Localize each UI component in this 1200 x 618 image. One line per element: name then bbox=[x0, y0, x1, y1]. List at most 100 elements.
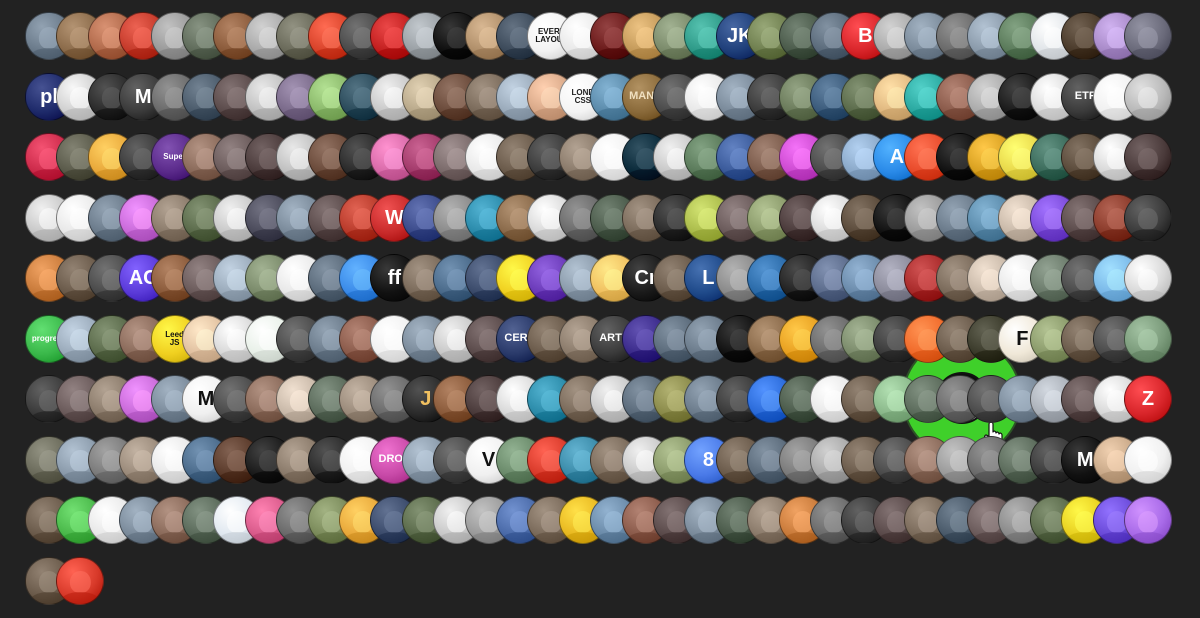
avatar-shoulders bbox=[751, 531, 791, 543]
avatar-shoulders bbox=[500, 108, 540, 120]
avatar-face bbox=[478, 208, 499, 231]
contributor-avatar[interactable] bbox=[1124, 72, 1172, 121]
contributor-avatar[interactable] bbox=[1124, 314, 1172, 363]
contributor-avatar[interactable] bbox=[1124, 12, 1172, 60]
avatar-face bbox=[541, 329, 562, 352]
avatar-shoulders bbox=[531, 229, 572, 241]
avatar-face bbox=[101, 26, 122, 49]
avatar-face bbox=[886, 329, 907, 352]
avatar-face bbox=[698, 389, 719, 412]
avatar-shoulders bbox=[1128, 168, 1168, 180]
avatar-shoulders bbox=[249, 229, 289, 241]
contributor-avatar[interactable] bbox=[715, 193, 764, 242]
avatar-shoulders bbox=[877, 471, 917, 483]
avatar-face bbox=[101, 510, 122, 533]
avatar-text: AC bbox=[128, 267, 158, 289]
avatar-shoulders bbox=[531, 108, 572, 120]
avatar-face bbox=[384, 147, 405, 170]
avatar-shoulders bbox=[688, 531, 729, 543]
avatar-shoulders bbox=[625, 531, 666, 543]
avatar-text: pl bbox=[40, 85, 58, 108]
avatar-face bbox=[321, 268, 342, 291]
avatar-face bbox=[70, 268, 91, 291]
avatar-shoulders bbox=[1002, 47, 1043, 59]
avatar-face bbox=[949, 389, 970, 412]
avatar-shoulders bbox=[29, 47, 69, 59]
contributor-avatar[interactable] bbox=[1124, 435, 1172, 484]
avatar-face bbox=[195, 87, 217, 110]
avatar-face bbox=[1137, 268, 1159, 291]
avatar-face bbox=[792, 450, 813, 473]
avatar-face bbox=[980, 26, 1002, 49]
contributor-avatar[interactable] bbox=[778, 193, 827, 242]
avatar-face bbox=[290, 329, 311, 352]
avatar-shoulders bbox=[751, 350, 791, 362]
avatar-face bbox=[761, 450, 782, 473]
avatar-shoulders bbox=[1034, 350, 1074, 362]
avatar-face bbox=[352, 26, 374, 49]
avatar-shoulders bbox=[123, 410, 163, 422]
avatar-shoulders bbox=[92, 108, 132, 120]
avatar-shoulders bbox=[908, 471, 948, 483]
avatar-face bbox=[1075, 26, 1096, 49]
avatar-face bbox=[133, 510, 154, 533]
avatar-shoulders bbox=[625, 350, 666, 362]
avatar-text: JK bbox=[727, 25, 753, 47]
avatar-shoulders bbox=[123, 168, 163, 180]
avatar-face bbox=[761, 87, 782, 110]
avatar-face bbox=[1137, 510, 1159, 533]
contributor-avatar[interactable] bbox=[1124, 133, 1172, 181]
avatar-face bbox=[729, 510, 750, 533]
avatar-shoulders bbox=[154, 47, 195, 59]
avatar-shoulders bbox=[468, 108, 509, 120]
avatar-text: 8 bbox=[702, 448, 714, 471]
avatar-shoulders bbox=[343, 531, 383, 543]
contributor-avatar[interactable] bbox=[684, 375, 733, 423]
avatar-face bbox=[1043, 147, 1064, 170]
avatar-shoulders bbox=[971, 350, 1011, 362]
contributor-avatar[interactable] bbox=[25, 435, 73, 484]
avatar-shoulders bbox=[186, 531, 226, 543]
avatar-shoulders bbox=[249, 350, 289, 362]
contributor-avatar[interactable] bbox=[904, 72, 953, 121]
avatar-face bbox=[384, 87, 405, 110]
avatar-shoulders bbox=[782, 531, 823, 543]
avatar-shoulders bbox=[437, 289, 477, 301]
contributor-avatar[interactable] bbox=[56, 556, 105, 605]
contributor-avatar[interactable] bbox=[1124, 254, 1172, 302]
avatar-text: Cr bbox=[634, 267, 657, 289]
avatar-text: Z bbox=[1141, 388, 1155, 410]
avatar-face bbox=[792, 389, 813, 412]
avatar-face bbox=[918, 147, 939, 170]
avatar-shoulders bbox=[186, 47, 226, 59]
avatar-shoulders bbox=[249, 47, 289, 59]
avatar-face bbox=[1106, 389, 1127, 412]
avatar-shoulders bbox=[594, 168, 634, 180]
avatar-shoulders bbox=[311, 47, 352, 59]
contributor-avatar[interactable]: Z bbox=[1124, 375, 1172, 423]
avatar-shoulders bbox=[217, 350, 258, 362]
avatar-face bbox=[290, 208, 311, 231]
avatar-face bbox=[635, 510, 656, 533]
avatar-face bbox=[980, 208, 1002, 231]
avatar-face bbox=[1106, 268, 1127, 291]
avatar-shoulders bbox=[877, 350, 917, 362]
avatar-shoulders bbox=[657, 229, 697, 241]
avatar-face bbox=[886, 450, 907, 473]
avatar-text: ETF bbox=[1074, 90, 1096, 102]
avatar-shoulders bbox=[1128, 350, 1168, 362]
avatar-face bbox=[227, 450, 248, 473]
avatar-face bbox=[541, 208, 562, 231]
avatar-face bbox=[1043, 268, 1064, 291]
contributor-avatar[interactable] bbox=[1124, 193, 1172, 242]
avatar-shoulders bbox=[814, 229, 854, 241]
contributor-avatar[interactable] bbox=[1124, 496, 1172, 544]
avatar-face bbox=[761, 208, 782, 231]
avatar-face bbox=[761, 26, 782, 49]
avatar-shoulders bbox=[500, 168, 540, 180]
avatar-shoulders bbox=[343, 289, 383, 301]
avatar-shoulders bbox=[845, 229, 886, 241]
avatar-face bbox=[666, 389, 688, 412]
avatar-shoulders bbox=[374, 47, 415, 59]
contributor-avatar[interactable] bbox=[401, 314, 450, 363]
